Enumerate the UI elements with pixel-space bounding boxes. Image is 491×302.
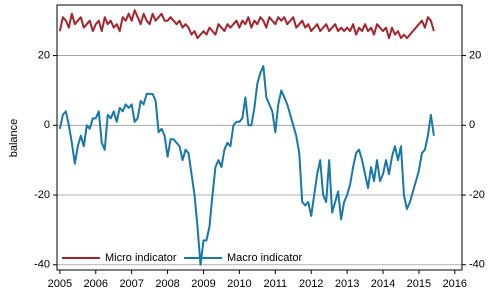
- x-tick-label: 2016: [443, 278, 467, 290]
- y-tick-label: -40: [34, 259, 50, 271]
- x-tick-label: 2008: [155, 278, 179, 290]
- y-tick-label: 20: [38, 49, 50, 61]
- x-tick-label: 2011: [263, 278, 287, 290]
- y2-tick-label: -40: [469, 259, 485, 271]
- x-tick-label: 2014: [371, 278, 395, 290]
- x-tick-label: 2013: [335, 278, 359, 290]
- x-tick-label: 2005: [48, 278, 72, 290]
- series-line: [58, 65, 435, 266]
- y2-tick-label: 0: [469, 119, 475, 131]
- x-tick-label: 2006: [84, 278, 108, 290]
- x-tick-label: 2009: [191, 278, 215, 290]
- series-line: [58, 9, 435, 40]
- y-tick-label: 0: [44, 119, 50, 131]
- x-tick-label: 2015: [407, 278, 431, 290]
- y-axis-label: balance: [8, 119, 20, 158]
- plot-frame: [56, 4, 463, 271]
- y2-tick-label: 20: [469, 49, 481, 61]
- x-tick-label: 2010: [227, 278, 251, 290]
- y2-tick-label: -20: [469, 189, 485, 201]
- legend-label: Micro indicator: [105, 252, 177, 264]
- x-tick-label: 2012: [299, 278, 323, 290]
- legend-label: Macro indicator: [227, 252, 303, 264]
- y-tick-label: -20: [34, 189, 50, 201]
- x-tick-label: 2007: [119, 278, 143, 290]
